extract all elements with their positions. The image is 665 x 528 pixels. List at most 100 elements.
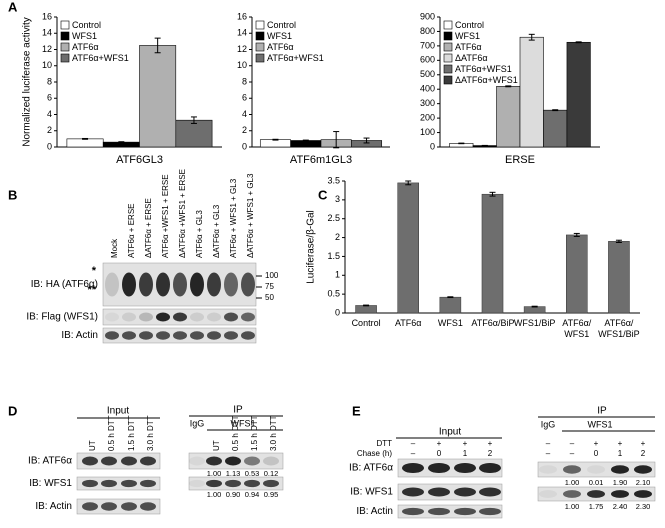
bar bbox=[496, 86, 521, 148]
x-category-label: ATF6α/BiP bbox=[471, 318, 515, 328]
bar bbox=[139, 45, 177, 148]
bar bbox=[523, 306, 546, 314]
y-tick-label: 4 bbox=[47, 109, 52, 119]
panel-letter: E bbox=[352, 403, 361, 418]
legend-label: ATF6α+WFS1 bbox=[267, 53, 324, 63]
blot-band bbox=[454, 487, 476, 497]
x-category-label: ATF6m1GL3 bbox=[290, 154, 352, 166]
blot-band bbox=[611, 490, 629, 498]
legend-swatch bbox=[60, 53, 70, 63]
blot-band bbox=[105, 272, 119, 297]
blot-band bbox=[189, 456, 205, 466]
size-marker: 50 bbox=[265, 293, 274, 302]
quant-value: 1.13 bbox=[226, 469, 241, 478]
ip-title: IP bbox=[233, 405, 243, 416]
legend-swatch bbox=[60, 42, 70, 52]
blot-band bbox=[190, 272, 204, 297]
blot-band bbox=[454, 462, 476, 474]
y-tick-label: 12 bbox=[237, 44, 247, 54]
blot-band bbox=[428, 462, 450, 474]
blot-band bbox=[634, 465, 652, 474]
blot-strip bbox=[76, 498, 161, 515]
y-tick-label: 14 bbox=[42, 28, 52, 38]
lane-label: ΔATF6α + ERSE bbox=[144, 198, 153, 258]
legend-label: ATF6α bbox=[267, 42, 294, 52]
blot-band bbox=[121, 479, 137, 488]
lane-label: ΔATF6α +WFS1 + ERSE bbox=[178, 169, 187, 258]
x-category-label: ATF6α bbox=[394, 318, 422, 328]
blot-band bbox=[206, 479, 222, 488]
y-tick-label: 12 bbox=[42, 44, 52, 54]
legend-swatch bbox=[255, 53, 265, 63]
legend-swatch bbox=[443, 20, 453, 30]
lane-label: 1.5 h DTT bbox=[250, 415, 259, 451]
blot-strip bbox=[76, 452, 161, 470]
bar bbox=[481, 193, 504, 314]
lane-label: ΔATF6α + WFS1 + GL3 bbox=[246, 173, 255, 258]
blot-band bbox=[156, 331, 170, 340]
legend-swatch bbox=[255, 20, 265, 30]
blot-band bbox=[139, 312, 153, 322]
legend-label: ATF6α+WFS1 bbox=[72, 53, 129, 63]
quant-value: 0.90 bbox=[226, 490, 241, 499]
lane-label: UT bbox=[88, 440, 97, 451]
band-mark: ** bbox=[87, 284, 96, 296]
y-tick-label: 700 bbox=[420, 40, 435, 50]
lane-label: ΔATF6α + GL3 bbox=[212, 204, 221, 258]
condition-value: – bbox=[411, 449, 416, 458]
blot-band bbox=[207, 331, 221, 340]
y-axis-label: Normalized luciferase activity bbox=[22, 17, 33, 147]
blot-band bbox=[479, 462, 501, 474]
quant-value: 0.53 bbox=[245, 469, 260, 478]
legend-swatch bbox=[443, 31, 453, 41]
legend-label: Control bbox=[455, 20, 484, 30]
y-tick-label: 3 bbox=[335, 194, 340, 204]
y-tick-label: 400 bbox=[420, 84, 435, 94]
blot-row-label: IB: Actin bbox=[35, 501, 72, 512]
y-tick-label: 100 bbox=[420, 127, 435, 137]
blot-band bbox=[402, 487, 424, 497]
panel-letter: D bbox=[8, 403, 17, 418]
ip-group-label: WFS1 bbox=[587, 419, 612, 429]
quant-value: 0.12 bbox=[264, 469, 279, 478]
y-tick-label: 3.5 bbox=[327, 175, 340, 185]
y-tick-label: 2 bbox=[335, 232, 340, 242]
blot-band bbox=[241, 331, 255, 340]
blot-band bbox=[189, 479, 205, 488]
lane-label: ATF6α + GL3 bbox=[195, 210, 204, 258]
blot-band bbox=[224, 331, 238, 340]
quant-value: 0.94 bbox=[245, 490, 260, 499]
y-tick-label: 8 bbox=[242, 76, 247, 86]
bar bbox=[175, 119, 213, 148]
blot-band bbox=[244, 479, 260, 488]
blot-strip bbox=[76, 476, 161, 491]
panel-letter: B bbox=[8, 187, 17, 202]
condition-label: DTT bbox=[376, 439, 392, 448]
legend-swatch bbox=[255, 31, 265, 41]
blot-band bbox=[139, 331, 153, 340]
lane-label: 3.0 h DTT bbox=[146, 415, 155, 451]
bar bbox=[355, 305, 377, 314]
blot-band bbox=[101, 479, 117, 488]
blot-row-label: IB: WFS1 bbox=[350, 487, 393, 498]
lane-label: Mock bbox=[110, 238, 119, 258]
condition-label: Chase (h) bbox=[357, 449, 392, 458]
bar bbox=[397, 182, 419, 314]
blot-band bbox=[539, 490, 557, 498]
bar bbox=[519, 36, 544, 148]
blot-band bbox=[206, 456, 222, 466]
panel-letter: C bbox=[318, 187, 328, 202]
blot-band bbox=[173, 312, 187, 322]
bar bbox=[543, 109, 568, 148]
quant-value: 1.00 bbox=[565, 502, 580, 511]
blot-band bbox=[156, 272, 170, 297]
legend-label: WFS1 bbox=[455, 31, 480, 41]
x-category-label: WFS1 bbox=[437, 318, 463, 328]
condition-value: + bbox=[641, 439, 646, 448]
legend-label: ΔATF6α+WFS1 bbox=[455, 75, 518, 85]
y-tick-label: 900 bbox=[420, 11, 435, 21]
y-tick-label: 2.5 bbox=[327, 213, 340, 223]
blot-band bbox=[139, 272, 153, 297]
blot-band bbox=[428, 507, 450, 516]
legend-label: ATF6α bbox=[455, 42, 482, 52]
